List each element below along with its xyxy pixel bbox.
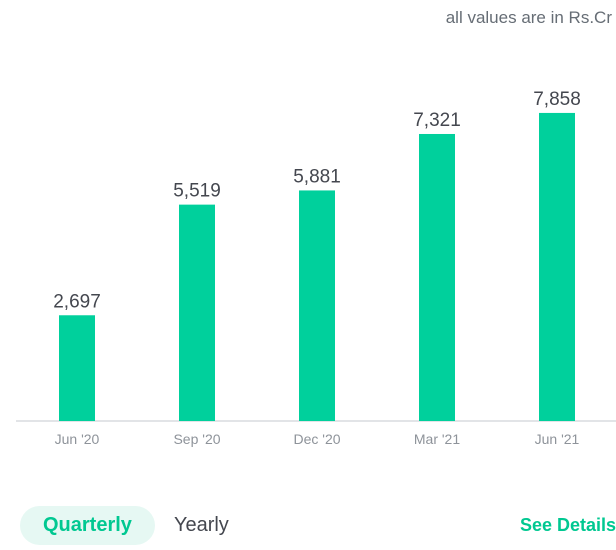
bar xyxy=(59,315,95,421)
see-details-link[interactable]: See Details xyxy=(519,515,616,535)
units-note: all values are in Rs.Cr xyxy=(445,8,612,27)
bar-value-label: 2,697 xyxy=(53,291,101,312)
period-toggle-group: Quarterly Yearly xyxy=(20,506,252,545)
bar-value-label: 5,881 xyxy=(293,166,341,187)
bar xyxy=(179,204,215,421)
x-tick-label: Dec '20 xyxy=(293,431,340,447)
quarterly-tab[interactable]: Quarterly xyxy=(20,506,155,545)
bar-value-label: 7,321 xyxy=(413,110,461,131)
x-tick-label: Jun '21 xyxy=(535,431,580,447)
x-tick-label: Jun '20 xyxy=(55,431,100,447)
x-tick-label: Mar '21 xyxy=(414,431,460,447)
bar xyxy=(539,112,575,422)
bar-value-label: 5,519 xyxy=(173,181,221,202)
bars-layer: 2,697 Jun '20 5,519 Sep '20 5,881 Dec '20 7,32… xyxy=(53,89,581,447)
bar xyxy=(419,133,455,421)
yearly-tab[interactable]: Yearly xyxy=(173,514,229,536)
bar xyxy=(299,190,335,421)
x-tick-label: Sep '20 xyxy=(173,431,220,447)
bar-value-label: 7,858 xyxy=(533,89,581,110)
bar-chart: 2,697 Jun '20 5,519 Sep '20 5,881 Dec '20 7,32… xyxy=(16,89,616,447)
